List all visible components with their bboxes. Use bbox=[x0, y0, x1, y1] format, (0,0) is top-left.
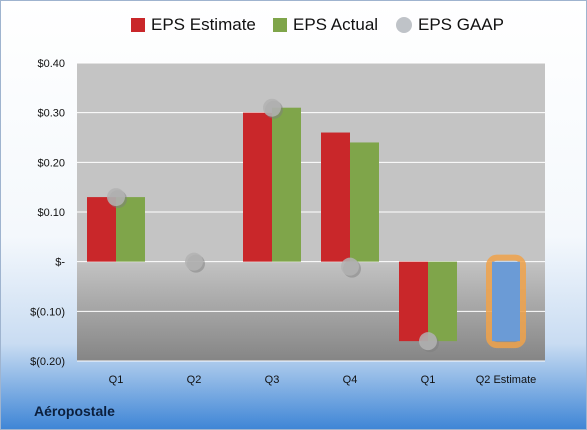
legend-item-eps-estimate: EPS Estimate bbox=[131, 15, 256, 35]
gaap-marker bbox=[185, 252, 203, 271]
y-tick-label: $0.30 bbox=[37, 108, 65, 120]
bar-eps-estimate bbox=[321, 132, 350, 262]
estimate-highlight-glow bbox=[486, 254, 526, 349]
axis-labels: $0.40 $0.30 $0.20 $0.10 $- $(0.10) $(0.20) Q1 Q2… bbox=[30, 58, 536, 386]
x-tick-label: Q3 bbox=[265, 374, 280, 386]
bar-eps-actual bbox=[272, 107, 301, 262]
bar-eps-actual bbox=[350, 142, 379, 262]
y-tick-label: $0.20 bbox=[37, 157, 65, 169]
legend: EPS Estimate EPS Actual EPS GAAP bbox=[1, 15, 587, 43]
gaap-markers bbox=[107, 98, 439, 353]
eps-chart: $0.40 $0.30 $0.20 $0.10 $- $(0.10) $(0.20) Q1 Q2… bbox=[30, 58, 545, 386]
legend-item-eps-actual: EPS Actual bbox=[273, 15, 378, 35]
x-tick-label: Q1 bbox=[109, 374, 124, 386]
gaap-marker bbox=[341, 257, 359, 276]
gaap-marker bbox=[419, 332, 437, 351]
legend-swatch-eps-estimate bbox=[131, 18, 145, 32]
x-tick-label: Q2 Estimate bbox=[476, 374, 537, 386]
legend-label-eps-gaap: EPS GAAP bbox=[418, 15, 504, 34]
y-tick-label: $(0.20) bbox=[30, 356, 65, 368]
grid-lines bbox=[77, 62, 545, 362]
company-name: Aéropostale bbox=[34, 403, 115, 419]
x-tick-label: Q4 bbox=[343, 374, 358, 386]
bar-eps-actual bbox=[428, 261, 457, 342]
gaap-marker bbox=[107, 188, 125, 207]
y-tick-label: $(0.10) bbox=[30, 306, 65, 318]
x-tick-label: Q2 bbox=[187, 374, 202, 386]
x-tick-label: Q1 bbox=[421, 374, 436, 386]
bar-eps-estimate bbox=[87, 197, 116, 262]
y-tick-label: $- bbox=[55, 257, 65, 269]
legend-swatch-eps-actual bbox=[273, 18, 287, 32]
y-tick-label: $0.40 bbox=[37, 58, 65, 70]
legend-swatch-eps-gaap bbox=[396, 17, 412, 33]
bars bbox=[87, 107, 526, 349]
bar-eps-estimate bbox=[492, 261, 520, 342]
bar-eps-actual bbox=[116, 197, 145, 262]
bar-eps-estimate bbox=[399, 261, 428, 342]
legend-label-eps-estimate: EPS Estimate bbox=[151, 15, 256, 34]
gaap-marker bbox=[263, 98, 281, 117]
y-tick-label: $0.10 bbox=[37, 207, 65, 219]
legend-label-eps-actual: EPS Actual bbox=[293, 15, 379, 34]
legend-item-eps-gaap: EPS GAAP bbox=[396, 15, 504, 35]
bar-eps-estimate bbox=[243, 112, 272, 262]
